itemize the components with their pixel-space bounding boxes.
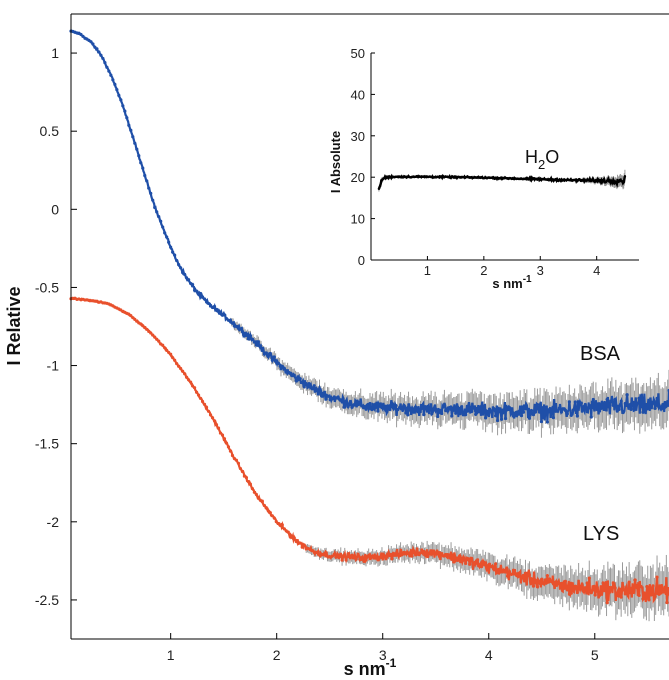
inset-series-layer	[377, 173, 627, 191]
series-label-lys: LYS	[583, 523, 619, 545]
series-lys	[69, 296, 669, 605]
series-line	[70, 29, 669, 423]
series-bsa	[69, 29, 669, 424]
main-y-ticks: 1 0.5 0 -0.5 -1 -1.5 -2 -2.5	[35, 45, 77, 608]
y-tick-label: 10	[351, 212, 365, 227]
x-tick-label: 3	[537, 263, 544, 278]
series-line	[70, 296, 669, 604]
main-x-axis-title: s nm-1	[344, 656, 397, 679]
x-tick-label: 4	[485, 647, 493, 663]
y-tick-label: -2.5	[35, 592, 59, 608]
x-tick-label: 1	[167, 647, 175, 663]
inset-series-label-h2o: H2O	[525, 147, 559, 172]
x-tick-label: 1	[424, 263, 431, 278]
y-tick-label: 20	[351, 170, 365, 185]
inset-x-ticks: 1 2 3 4	[424, 256, 600, 278]
main-y-axis-title: I Relative	[4, 286, 24, 365]
y-tick-label: 0.5	[40, 123, 60, 139]
inset-x-axis-title: s nm-1	[492, 274, 532, 291]
x-tick-label: 3	[379, 647, 387, 663]
x-tick-label: 5	[591, 647, 599, 663]
main-plot: 1 2 3 4 5 1 0.5 0 -0.5 -1 -1.5 -2 -2.5 s nm-1 I Rel…	[4, 13, 669, 679]
y-tick-label: -1	[47, 358, 60, 374]
x-tick-label: 4	[593, 263, 600, 278]
x-tick-label: 2	[273, 647, 281, 663]
y-tick-label: 0	[358, 253, 365, 268]
y-tick-label: -0.5	[35, 279, 59, 295]
main-x-ticks: 1 2 3 4 5	[167, 633, 599, 663]
series-label-bsa: BSA	[580, 343, 621, 365]
y-tick-label: -2	[47, 514, 60, 530]
inset-y-axis-title: I Absolute	[328, 131, 343, 193]
y-tick-label: 30	[351, 129, 365, 144]
y-tick-label: 50	[351, 46, 365, 61]
series-layer	[69, 29, 669, 605]
inset-background	[340, 40, 640, 300]
inset-plot: 1 2 3 4 0 10 20 30 40 50 s nm-1 I Absolute H2O	[328, 40, 640, 300]
y-tick-label: 40	[351, 87, 365, 102]
series-h2o	[377, 173, 627, 191]
series-line	[377, 173, 627, 190]
y-tick-label: 1	[51, 45, 59, 61]
inset-y-ticks: 0 10 20 30 40 50	[351, 46, 375, 268]
y-tick-label: -1.5	[35, 436, 59, 452]
x-tick-label: 2	[480, 263, 487, 278]
y-tick-label: 0	[51, 201, 59, 217]
